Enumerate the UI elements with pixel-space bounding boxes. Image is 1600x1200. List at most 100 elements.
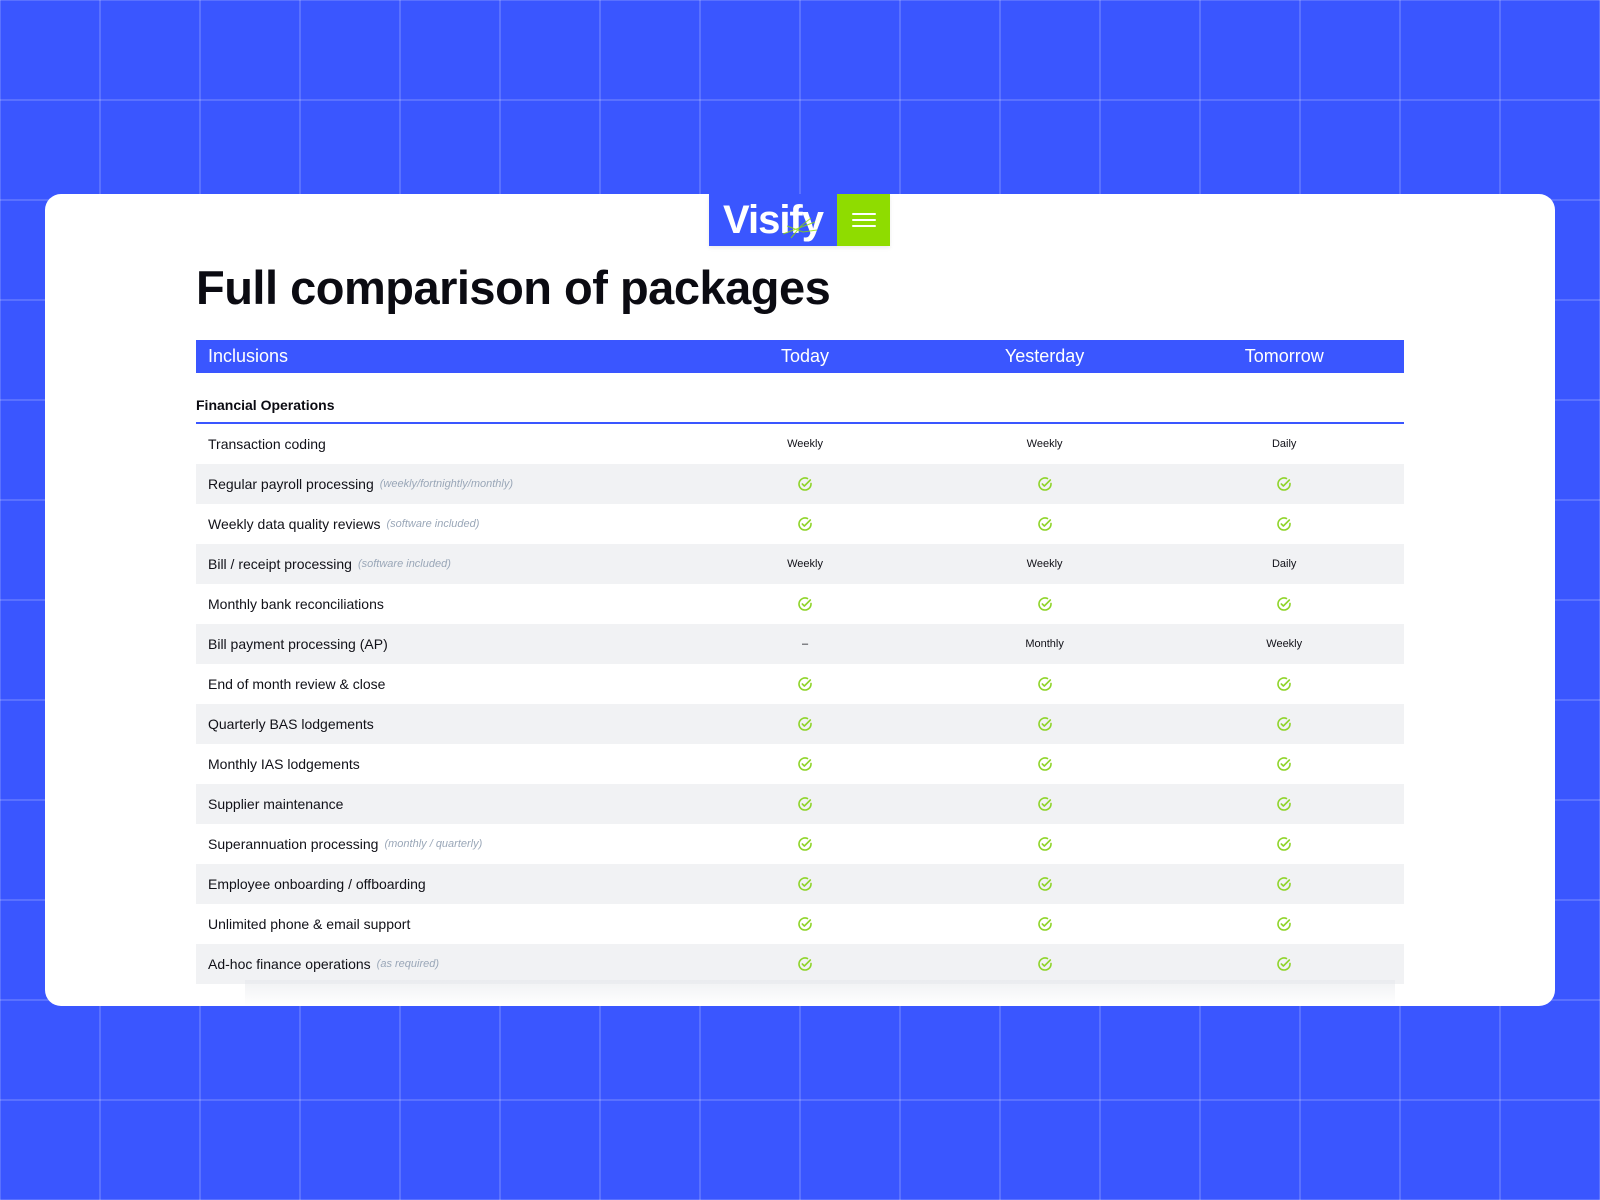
check-circle-icon (1277, 677, 1292, 691)
inclusion-name: Unlimited phone & email support (208, 916, 411, 932)
inclusion-name: Bill payment processing (AP) (208, 636, 388, 652)
inclusion-cell: Weekly data quality reviews (software inc… (196, 516, 685, 532)
value-cell-yesterday (925, 756, 1165, 772)
check-circle-icon (798, 677, 812, 691)
check-circle-icon (1277, 517, 1292, 531)
value-cell-today (685, 516, 925, 532)
check-circle-icon (1037, 677, 1052, 691)
value-cell-yesterday (925, 516, 1165, 532)
value-cell-tomorrow: Daily (1164, 558, 1404, 570)
check-circle-icon (1037, 877, 1052, 891)
table-body: Transaction coding Weekly Weekly Daily Regul… (196, 424, 1404, 984)
table-row: Bill payment processing (AP) – Monthly Week… (196, 624, 1404, 664)
check-circle-icon (1277, 877, 1292, 891)
check-circle-icon (1037, 517, 1052, 531)
header-tomorrow: Tomorrow (1244, 346, 1324, 366)
value-cell-yesterday (925, 796, 1165, 812)
value-cell-yesterday (925, 836, 1165, 852)
inclusion-cell: Monthly IAS lodgements (196, 756, 685, 772)
inclusion-name: Monthly IAS lodgements (208, 756, 360, 772)
table-row: Employee onboarding / offboarding (196, 864, 1404, 904)
value-cell-tomorrow (1164, 876, 1404, 892)
value-cell-yesterday (925, 716, 1165, 732)
comparison-card: Visify Full comparison of packages Inclu… (45, 194, 1555, 1006)
value-cell-tomorrow (1164, 796, 1404, 812)
table-row: Unlimited phone & email support (196, 904, 1404, 944)
check-circle-icon (1037, 797, 1052, 811)
check-circle-icon (798, 757, 812, 771)
frequency-text: Weekly (1266, 638, 1303, 650)
frequency-text: Weekly (1026, 558, 1063, 570)
inclusion-note: (software included) (357, 558, 451, 570)
value-cell-today (685, 836, 925, 852)
value-cell-today: – (685, 638, 925, 650)
frequency-text: Daily (1271, 438, 1297, 450)
value-cell-today (685, 796, 925, 812)
hamburger-menu-icon (851, 213, 876, 215)
check-circle-icon (798, 837, 812, 851)
table-row: Supplier maintenance (196, 784, 1404, 824)
frequency-text: Weekly (1026, 438, 1063, 450)
inclusion-note: (monthly / quarterly) (384, 838, 483, 850)
value-cell-tomorrow (1164, 836, 1404, 852)
check-circle-icon (798, 877, 812, 891)
table-header: Inclusions Today Yesterday Tomorrow (196, 340, 1404, 373)
table-row: Weekly data quality reviews (software inc… (196, 504, 1404, 544)
inclusion-cell: Bill / receipt processing (software inclu… (196, 556, 685, 572)
brand-logo[interactable]: Visify (709, 194, 837, 246)
inclusion-name: Quarterly BAS lodgements (208, 716, 374, 732)
value-cell-yesterday (925, 956, 1165, 972)
value-cell-tomorrow: Weekly (1164, 638, 1404, 650)
inclusion-name: Employee onboarding / offboarding (208, 876, 426, 892)
page-title: Full comparison of packages (196, 261, 831, 314)
check-circle-icon (798, 797, 812, 811)
header-inclusions: Inclusions (208, 346, 289, 366)
inclusion-name: Regular payroll processing (208, 476, 374, 492)
value-cell-tomorrow (1164, 916, 1404, 932)
table-row: Superannuation processing (monthly / quar… (196, 824, 1404, 864)
inclusion-name: Weekly data quality reviews (208, 516, 381, 532)
check-circle-icon (1037, 957, 1052, 971)
table-row: Ad-hoc finance operations (as required) (196, 944, 1404, 984)
value-cell-today (685, 956, 925, 972)
value-cell-today: Weekly (685, 438, 925, 450)
frequency-text: Daily (1271, 558, 1297, 570)
header-today: Today (780, 346, 830, 366)
value-cell-yesterday (925, 476, 1165, 492)
inclusion-cell: Employee onboarding / offboarding (196, 876, 685, 892)
category-heading: Financial Operations (196, 373, 1404, 424)
value-cell-tomorrow (1164, 516, 1404, 532)
check-circle-icon (1277, 917, 1292, 931)
inclusion-cell: Bill payment processing (AP) (196, 636, 685, 652)
value-cell-yesterday (925, 916, 1165, 932)
check-circle-icon (1037, 917, 1052, 931)
value-cell-tomorrow (1164, 956, 1404, 972)
inclusion-note: (software included) (386, 518, 480, 530)
check-circle-icon (798, 717, 812, 731)
inclusion-name: Bill / receipt processing (208, 556, 352, 572)
table-row: Quarterly BAS lodgements (196, 704, 1404, 744)
check-circle-icon (798, 477, 812, 491)
check-circle-icon (1037, 717, 1052, 731)
inclusion-cell: Regular payroll processing (weekly/fortni… (196, 476, 685, 492)
value-cell-yesterday (925, 676, 1165, 692)
table-row: Regular payroll processing (weekly/fortni… (196, 464, 1404, 504)
table-row: Transaction coding Weekly Weekly Daily (196, 424, 1404, 464)
check-circle-icon (1277, 477, 1292, 491)
value-cell-today (685, 716, 925, 732)
comparison-table: Inclusions Today Yesterday Tomorrow Fina… (196, 340, 1404, 984)
value-cell-yesterday: Weekly (925, 438, 1165, 450)
inclusion-note: (weekly/fortnightly/monthly) (379, 478, 514, 490)
inclusion-name: Supplier maintenance (208, 796, 344, 812)
inclusion-cell: Quarterly BAS lodgements (196, 716, 685, 732)
inclusion-cell: Superannuation processing (monthly / quar… (196, 836, 685, 852)
table-row: Monthly bank reconciliations (196, 584, 1404, 624)
check-circle-icon (1037, 837, 1052, 851)
value-cell-today (685, 756, 925, 772)
inclusion-name: End of month review & close (208, 676, 386, 692)
frequency-text: Weekly (787, 438, 823, 450)
check-circle-icon (798, 957, 812, 971)
menu-button[interactable] (837, 194, 890, 246)
value-cell-today (685, 676, 925, 692)
inclusion-note: (as required) (376, 958, 440, 970)
